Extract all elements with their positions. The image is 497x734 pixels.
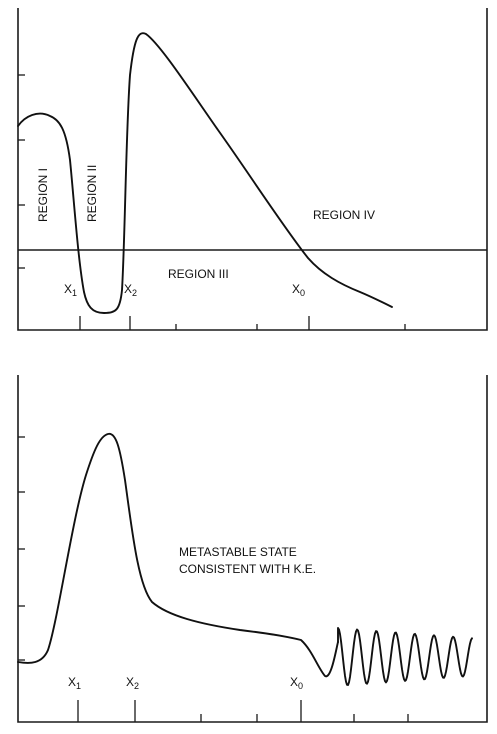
region-iv-label: REGION IV	[313, 208, 375, 222]
bottom-x1-label: X1	[68, 675, 81, 691]
top-panel: REGION I REGION II REGION III REGION IV …	[18, 8, 487, 330]
top-x2-label: X2	[124, 282, 137, 298]
bottom-x2-label: X2	[126, 675, 139, 691]
bottom-oscillation-tail	[338, 628, 472, 685]
region-i-label: REGION I	[36, 168, 50, 222]
top-x0-label: X0	[292, 282, 305, 298]
region-iii-label: REGION III	[168, 267, 229, 281]
metastable-annotation-line1: METASTABLE STATE	[179, 545, 297, 559]
top-x1-label: X1	[64, 282, 77, 298]
bottom-panel: METASTABLE STATE CONSISTENT WITH K.E. X1…	[18, 375, 487, 722]
bottom-x0-label: X0	[290, 675, 303, 691]
region-ii-label: REGION II	[85, 165, 99, 222]
metastable-annotation-line2: CONSISTENT WITH K.E.	[179, 562, 316, 576]
